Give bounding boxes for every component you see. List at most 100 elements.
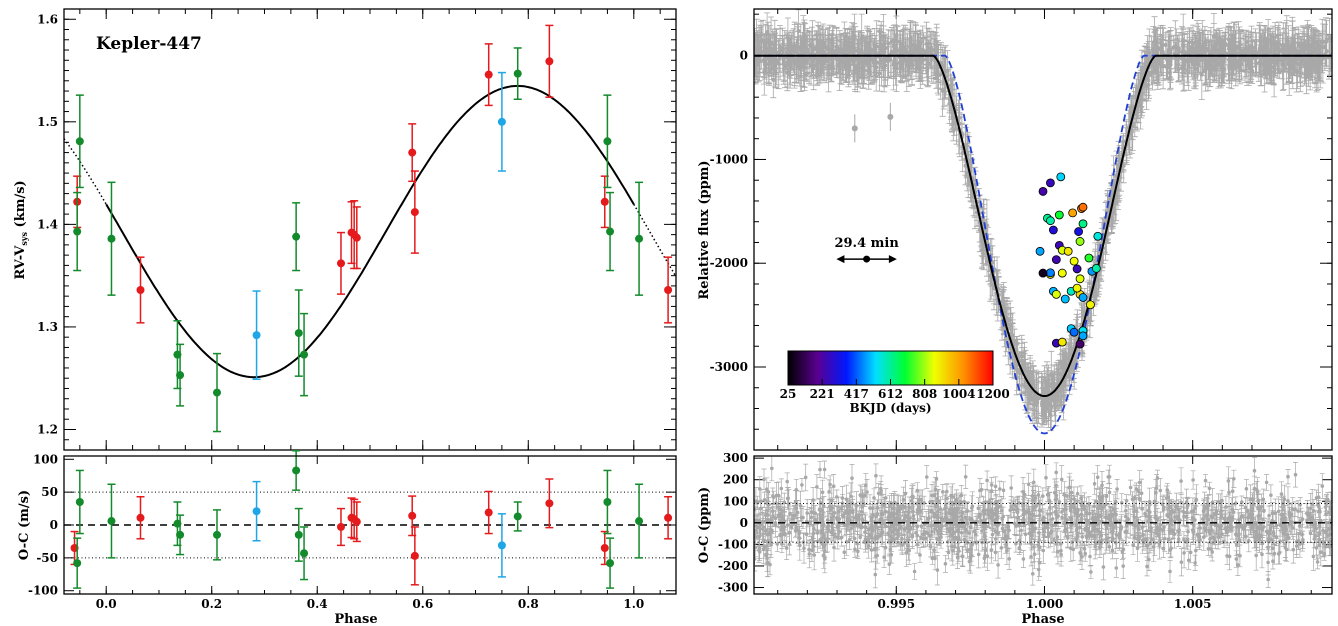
rv-point-red xyxy=(664,286,673,295)
rv-frame xyxy=(63,8,677,451)
transit-xlabel: Phase xyxy=(1021,612,1064,626)
best-fit-model xyxy=(754,54,1332,397)
outlier-point xyxy=(887,113,894,120)
duration-annotation: 29.4 min xyxy=(834,236,899,264)
epoch-colored-point xyxy=(1035,246,1045,256)
residual-point-blue xyxy=(252,507,261,516)
transit-residual-data xyxy=(754,456,1332,589)
residual-point-red xyxy=(336,522,345,531)
residual-point-green xyxy=(513,512,522,521)
colorbar-tick-label: 1200 xyxy=(976,387,1009,401)
residual-point-red xyxy=(600,544,609,552)
colorbar-label: BKJD (days) xyxy=(849,401,931,415)
rv-point-green xyxy=(75,137,84,146)
x-tick-label: 1.0 xyxy=(623,597,644,611)
residual-point-green xyxy=(75,498,84,506)
y-tick-label: 0 xyxy=(740,516,748,530)
x-tick-label: 0.995 xyxy=(877,597,915,611)
model-curve-solid xyxy=(105,84,635,379)
residual-point-green xyxy=(107,517,116,526)
epoch-colored-point xyxy=(1046,216,1055,226)
y-tick-label: 300 xyxy=(723,451,748,465)
residual-point-red xyxy=(410,551,419,560)
residual-point-red xyxy=(484,508,493,517)
epoch-colored-point xyxy=(1046,178,1055,188)
y-tick-label: 1.4 xyxy=(37,217,58,231)
residual-point-green xyxy=(606,559,615,568)
residual-point-green xyxy=(73,559,82,568)
rv-panel: 1.2 1.3 1.4 1.5 1.6 Kepler-447 RV-Vsys (km/s… xyxy=(13,8,677,451)
rv-residual-points xyxy=(70,449,673,589)
residual-point-green xyxy=(176,530,185,539)
residual-point-red xyxy=(352,517,361,526)
epoch-colored-point xyxy=(1075,339,1085,349)
epoch-colored-point xyxy=(1078,219,1088,229)
transit-colored-points xyxy=(1035,172,1103,349)
rv-points xyxy=(73,24,673,433)
y-tick-label: 1.3 xyxy=(37,320,58,334)
rv-point-green xyxy=(294,329,303,338)
residual-point-red xyxy=(136,513,145,522)
rv-point-red xyxy=(336,259,345,268)
rv-point-green xyxy=(300,350,309,359)
duration-arrow-head-right xyxy=(888,255,897,264)
transit-ylabel: Relative flux (ppm) xyxy=(697,160,712,299)
y-tick-label: 1.2 xyxy=(37,422,58,436)
residual-point-red xyxy=(408,511,417,520)
epoch-colored-point xyxy=(1078,202,1088,212)
epoch-colored-point xyxy=(1054,210,1064,220)
rv-title: Kepler-447 xyxy=(96,34,202,54)
epoch-colored-point xyxy=(1048,225,1058,235)
colorbar-tick-label: 612 xyxy=(878,387,903,401)
x-tick-label: 1.000 xyxy=(1026,597,1064,611)
y-tick-label: -3000 xyxy=(710,360,748,374)
duration-center-point xyxy=(863,255,871,263)
y-tick-label: 100 xyxy=(33,452,58,466)
epoch-colored-point xyxy=(1075,274,1085,284)
transit-ticks: 0 -1000 -2000 -3000 xyxy=(710,9,1332,450)
epoch-colored-point xyxy=(1038,187,1048,196)
epoch-colored-point xyxy=(1068,208,1078,218)
y-tick-label: 50 xyxy=(41,485,58,499)
epoch-colored-point xyxy=(1063,246,1073,256)
rv-point-red xyxy=(545,57,554,66)
y-tick-label: 1.5 xyxy=(37,115,58,129)
x-tick-label: 0.8 xyxy=(518,597,539,611)
transit-models xyxy=(754,54,1332,435)
y-tick-label: -100 xyxy=(28,584,58,598)
rv-point-red xyxy=(484,70,493,79)
y-tick-label: 0 xyxy=(50,518,58,532)
residual-point-green xyxy=(603,498,612,506)
y-tick-label: -100 xyxy=(718,537,748,551)
duration-label: 29.4 min xyxy=(834,236,899,251)
rv-point-green xyxy=(635,234,644,243)
rv-model-curve xyxy=(63,84,677,379)
model-curve-dotted-left xyxy=(63,138,107,205)
y-tick-label: -300 xyxy=(718,581,748,595)
transit-residual-panel: 0.995 1.000 1.005 300 200 100 0 -100 -200 -300 O-… xyxy=(697,451,1333,626)
epoch-colored-point xyxy=(1078,331,1088,341)
rv-point-blue xyxy=(497,117,506,126)
epoch-colored-point xyxy=(1072,283,1082,293)
epoch-colored-point xyxy=(1093,231,1103,241)
rv-point-green xyxy=(107,234,116,243)
epoch-colored-point xyxy=(1084,253,1094,263)
epoch-colored-point xyxy=(1051,289,1061,299)
rv-point-red xyxy=(350,230,359,239)
rv-point-red xyxy=(600,197,609,206)
residual-point-green xyxy=(300,549,309,558)
epoch-colored-point xyxy=(1091,264,1101,273)
rv-residual-frame xyxy=(63,455,677,595)
residual-point-green xyxy=(292,466,301,475)
transit-residual-reference-lines xyxy=(754,502,1332,543)
epoch-colored-point xyxy=(1075,237,1085,246)
residual-point-blue xyxy=(497,541,506,550)
rv-xlabel: Phase xyxy=(334,612,377,626)
epoch-colored-point xyxy=(1057,268,1067,278)
rv-residual-panel: 0.0 0.2 0.4 0.6 0.8 1.0 -100 -50 0 50 100 O-C (m/s… xyxy=(17,449,677,626)
rv-point-green xyxy=(603,137,612,146)
transit-data-points xyxy=(754,29,1332,417)
y-tick-label: 100 xyxy=(723,494,748,508)
x-tick-label: 0.4 xyxy=(307,597,328,611)
residual-point-red xyxy=(545,499,554,508)
